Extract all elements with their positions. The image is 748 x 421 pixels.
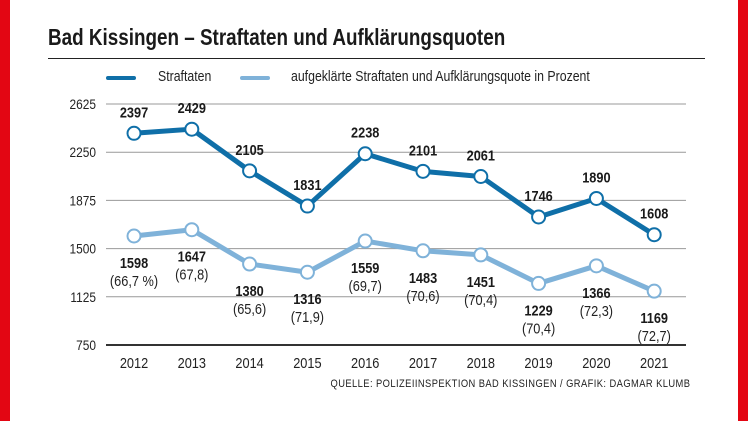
title-divider	[48, 58, 705, 59]
percent-label: (70,4)	[464, 291, 497, 308]
data-label: 1169	[640, 309, 668, 326]
percent-label: (70,4)	[522, 319, 555, 336]
percent-label: (67,8)	[175, 266, 208, 283]
series-line-1	[133, 227, 656, 294]
data-point	[357, 233, 373, 249]
percent-label: (65,6)	[233, 300, 266, 317]
data-point	[299, 264, 315, 280]
data-point	[242, 163, 258, 179]
percent-label: (70,6)	[406, 287, 439, 304]
data-point	[299, 198, 315, 214]
percent-label: (72,3)	[580, 302, 613, 319]
data-label: 2101	[409, 141, 438, 158]
data-label: 1647	[178, 248, 207, 265]
data-label: 1366	[582, 284, 611, 301]
data-label: 2397	[120, 103, 149, 120]
data-point	[588, 190, 604, 206]
data-label: 1890	[582, 168, 611, 185]
data-point	[588, 258, 604, 274]
x-tick-label: 2015	[293, 354, 322, 371]
data-point	[646, 227, 662, 243]
x-tick-label: 2014	[235, 354, 264, 371]
x-tick-label: 2021	[640, 354, 669, 371]
left-red-border	[0, 0, 10, 421]
data-point	[531, 209, 547, 225]
data-label: 1483	[409, 269, 438, 286]
data-label: 1316	[293, 290, 322, 307]
data-label: 1831	[293, 176, 322, 193]
percent-label: (69,7)	[349, 277, 382, 294]
data-label: 1380	[235, 282, 264, 299]
data-point	[646, 283, 662, 299]
y-tick-label: 1500	[70, 241, 96, 257]
data-point	[473, 168, 489, 184]
data-label: 2238	[351, 124, 380, 141]
x-tick-label: 2016	[351, 354, 380, 371]
legend-label-straftaten: Straftaten	[158, 68, 212, 85]
x-tick-label: 2018	[467, 354, 496, 371]
y-tick-label: 1875	[70, 192, 96, 208]
percent-label: (71,9)	[291, 308, 324, 325]
y-tick-label: 1125	[70, 289, 96, 305]
data-label: 1598	[120, 254, 149, 271]
data-point	[415, 163, 431, 179]
y-tick-label: 2625	[70, 96, 96, 112]
data-label: 1746	[524, 187, 553, 204]
legend-swatch-straftaten	[106, 76, 136, 80]
right-red-border	[738, 0, 748, 421]
chart-title: Bad Kissingen – Straftaten und Aufklärun…	[48, 24, 506, 50]
legend-label-aufgeklaert: aufgeklärte Straftaten und Aufklärungsqu…	[291, 68, 590, 85]
data-point	[184, 222, 200, 238]
data-label: 2105	[235, 141, 264, 158]
data-label: 1608	[640, 205, 669, 222]
data-label: 2061	[467, 146, 496, 163]
x-tick-label: 2019	[524, 354, 553, 371]
data-label: 1451	[467, 273, 496, 290]
y-tick-label: 750	[76, 337, 96, 353]
data-point	[473, 247, 489, 263]
data-label: 1229	[524, 301, 553, 318]
data-point	[126, 125, 142, 141]
percent-label: (72,7)	[638, 327, 671, 344]
series-line-0	[133, 126, 656, 237]
x-tick-label: 2020	[582, 354, 611, 371]
data-point	[126, 228, 142, 244]
data-point	[531, 275, 547, 291]
x-tick-label: 2013	[178, 354, 207, 371]
legend-swatch-aufgeklaert	[240, 76, 270, 80]
data-point	[184, 121, 200, 137]
percent-label: (66,7 %)	[110, 272, 158, 289]
data-point	[415, 243, 431, 259]
x-tick-label: 2012	[120, 354, 149, 371]
source-credit: QUELLE: POLIZEIINSPEKTION BAD KISSINGEN …	[330, 378, 690, 390]
data-point	[242, 256, 258, 272]
data-point	[357, 146, 373, 162]
data-label: 1559	[351, 259, 380, 276]
data-label: 2429	[178, 99, 207, 116]
x-tick-label: 2017	[409, 354, 438, 371]
y-tick-label: 2250	[70, 144, 96, 160]
